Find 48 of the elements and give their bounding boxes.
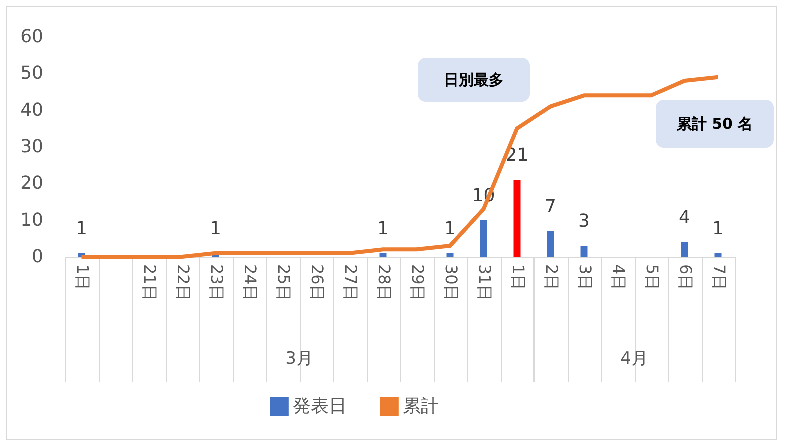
y-tick-label: 60 [20, 26, 44, 48]
x-tick-label: 27日 [341, 264, 360, 301]
bar [480, 220, 488, 257]
bar [446, 253, 454, 257]
bar [547, 231, 554, 257]
annotation: 日別最多 [444, 71, 504, 89]
data-label: 1 [378, 218, 389, 240]
x-tick-label: 6日 [676, 264, 696, 291]
y-tick-label: 10 [20, 210, 44, 231]
x-tick-label: 2日 [542, 264, 562, 291]
data-label: 4 [679, 207, 690, 228]
bar [580, 246, 588, 257]
text: 4月 [620, 349, 648, 369]
x-tick-label: 31日 [475, 264, 494, 301]
data-label: 1 [210, 218, 222, 240]
bar [380, 253, 387, 257]
data-label: 1 [76, 218, 88, 240]
text: 3月 [286, 349, 314, 369]
x-tick-label: 29日 [408, 264, 428, 301]
y-tick-label: 20 [20, 173, 44, 194]
x-tick-label: 28日 [374, 264, 394, 301]
y-tick-label: 30 [20, 136, 44, 158]
x-tick-label: 1日 [73, 264, 92, 291]
y-tick-label: 0 [32, 246, 44, 268]
x-tick-label: 25日 [274, 264, 294, 301]
legend-label: 累計 [403, 396, 439, 417]
data-label: 3 [578, 211, 590, 232]
data-label: 7 [545, 196, 556, 218]
annotation: 累計 50 名 [676, 115, 754, 133]
x-tick-label: 24日 [240, 264, 260, 301]
y-tick-label: 40 [20, 100, 44, 121]
x-tick-label: 30日 [442, 264, 461, 301]
y-tick-label: 50 [20, 63, 44, 84]
data-label: 1 [444, 218, 456, 240]
bar [714, 253, 722, 257]
bar [681, 242, 688, 257]
x-tick-label: 23日 [207, 264, 226, 301]
x-tick-label: 5日 [642, 264, 662, 291]
x-tick-label: 22日 [174, 264, 193, 301]
x-tick-label: 26日 [308, 264, 327, 301]
data-label: 1 [712, 218, 724, 240]
x-tick-label: 3日 [576, 264, 595, 291]
x-tick-label: 1日 [508, 264, 528, 291]
x-tick-label: 4日 [609, 264, 628, 291]
x-tick-label: 21日 [140, 264, 160, 301]
legend-label: 発表日 [293, 396, 347, 417]
x-tick-label: 7日 [710, 264, 729, 291]
bar [514, 180, 521, 257]
